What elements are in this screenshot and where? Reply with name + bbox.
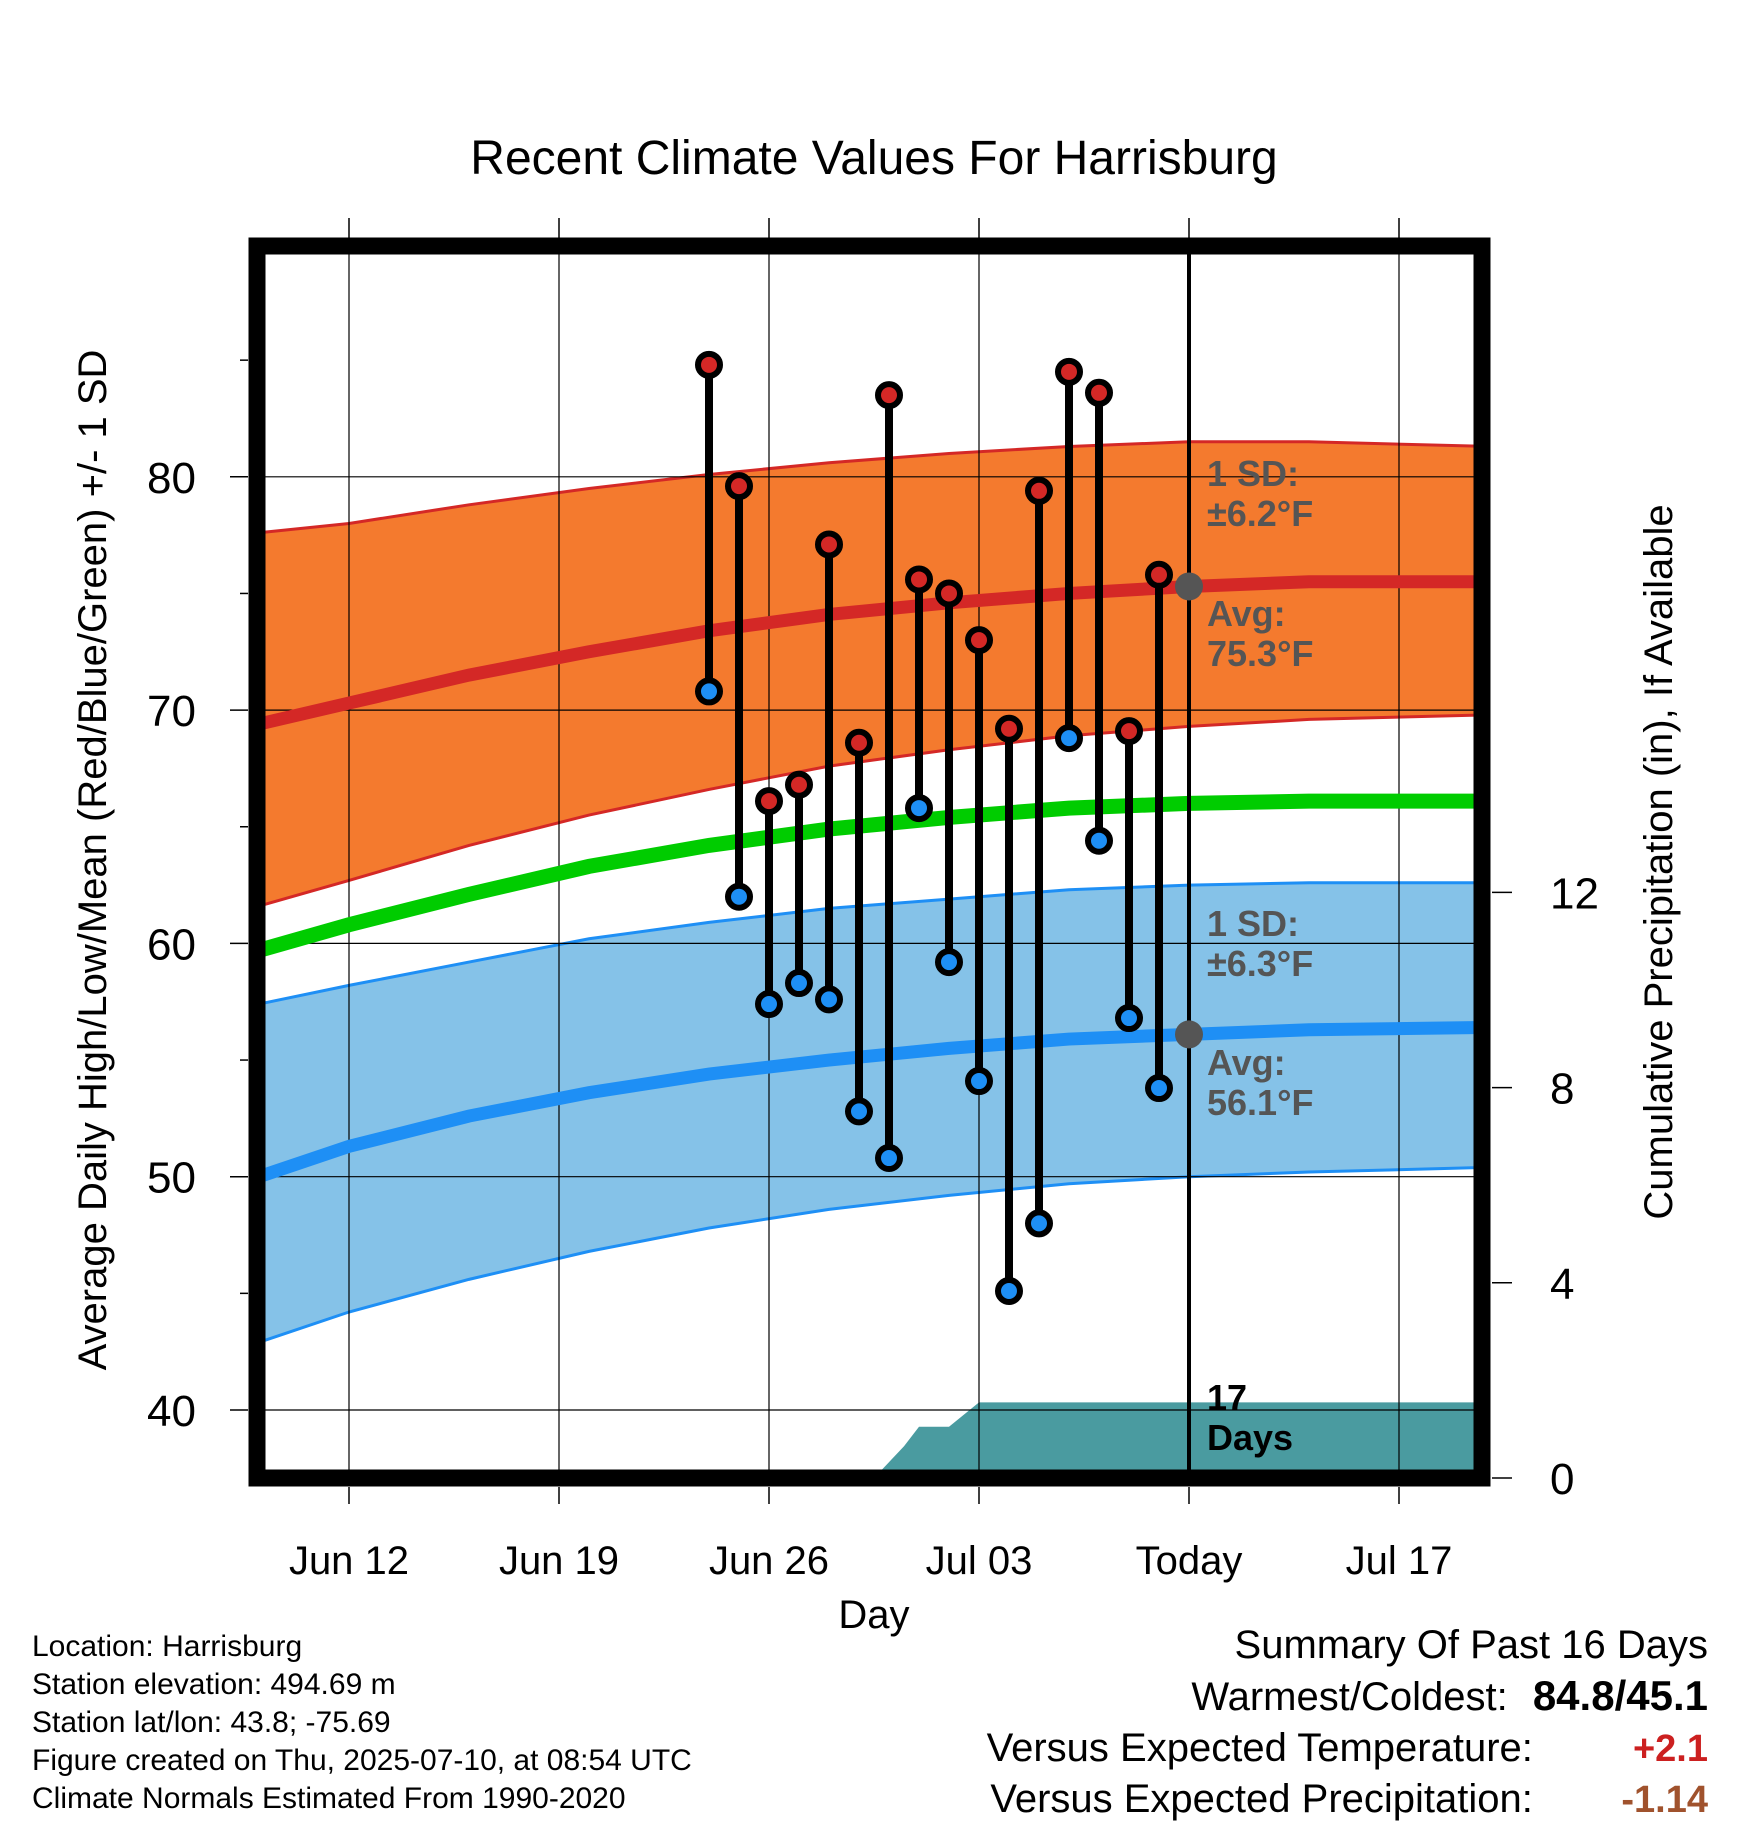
station-info: Location: Harrisburg Station elevation: …: [32, 1628, 692, 1818]
obs-low-point: [905, 794, 933, 823]
y2-tick-label: 12: [1550, 869, 1599, 918]
low-avg-label: 56.1°F: [1207, 1082, 1313, 1123]
obs-low-point: [1055, 724, 1083, 753]
high-sd-label: 1 SD:: [1207, 453, 1299, 494]
y-tick-label: 80: [147, 454, 196, 503]
obs-low-point: [1085, 826, 1113, 855]
created-text: Figure created on Thu, 2025-07-10, at 08…: [32, 1744, 692, 1777]
obs-low-point: [875, 1144, 903, 1173]
obs-high-point: [1025, 476, 1053, 505]
obs-low-point: [965, 1067, 993, 1096]
elevation-text: Station elevation: 494.69 m: [32, 1668, 396, 1701]
obs-low-point: [1025, 1209, 1053, 1238]
x-tick-label: Jun 12: [289, 1539, 409, 1583]
obs-high-point: [1145, 560, 1173, 589]
location-text: Location: Harrisburg: [32, 1630, 303, 1663]
precip-area: [874, 1402, 1482, 1478]
high-avg-label: Avg:: [1207, 593, 1286, 634]
x-tick-label: Jun 26: [709, 1539, 829, 1583]
observations: [695, 350, 1173, 1306]
obs-low-point: [1115, 1004, 1143, 1033]
x-axis-label: Day: [838, 1593, 909, 1637]
x-tick-label: Jul 17: [1346, 1539, 1453, 1583]
y-axis-label: Average Daily High/Low/Mean (Red/Blue/Gr…: [71, 350, 115, 1371]
obs-high-point: [815, 530, 843, 559]
y2-tick-label: 0: [1550, 1455, 1574, 1504]
high-sd-band-upper-edge: [258, 440, 1482, 535]
obs-low-point: [995, 1277, 1023, 1306]
low-sd-label: 1 SD:: [1207, 903, 1299, 944]
x-tick-label: Today: [1136, 1539, 1243, 1583]
obs-low-point: [755, 990, 783, 1019]
plot-frame: [248, 237, 1491, 1487]
obs-high-point: [965, 626, 993, 655]
low-avg-label: Avg:: [1207, 1042, 1286, 1083]
obs-low-point: [695, 677, 723, 706]
obs-high-point: [935, 579, 963, 608]
normal-lines: [257, 246, 1482, 1478]
obs-low-point: [1145, 1074, 1173, 1103]
plot-border: [248, 237, 1491, 1487]
obs-low-point: [815, 985, 843, 1014]
axes: Jun 12 Jun 19 Jun 26 Jul 03 Today Jul 1740506…: [147, 218, 1599, 1583]
today-high-dot: [1175, 572, 1203, 601]
temp-label: Versus Expected Temperature:: [986, 1726, 1533, 1770]
y-tick-label: 50: [147, 1154, 196, 1203]
obs-high-point: [785, 770, 813, 799]
precip-fill: [874, 1402, 1482, 1478]
grid-lines: [257, 246, 1482, 1478]
normals-text: Climate Normals Estimated From 1990-2020: [32, 1782, 626, 1815]
high-sd-band: [259, 441, 1482, 907]
warm-cold-row: Warmest/Coldest: 84.8/45.1: [987, 1670, 1708, 1723]
precip-row: Versus Expected Precipitation: -1.14: [987, 1774, 1708, 1825]
y-tick-label: 60: [147, 920, 196, 969]
obs-high-point: [995, 714, 1023, 743]
obs-high-point: [755, 787, 783, 816]
temp-value: +2.1: [1632, 1728, 1708, 1770]
obs-high-point: [695, 350, 723, 379]
days-label: Days: [1207, 1417, 1293, 1458]
y2-axis-label: Cumulative Precipitation (in), If Availa…: [1637, 504, 1681, 1219]
avg-low-line: [257, 1020, 1482, 1183]
x-tick-label: Jun 19: [499, 1539, 619, 1583]
y2-tick-label: 4: [1550, 1260, 1574, 1309]
y-tick-label: 40: [147, 1387, 196, 1436]
low-sd-band-lower-edge: [258, 1166, 1482, 1344]
obs-low-point: [845, 1097, 873, 1126]
precip-label: Versus Expected Precipitation:: [990, 1777, 1533, 1821]
summary-title: Summary Of Past 16 Days: [1234, 1623, 1708, 1667]
latlon-text: Station lat/lon: 43.8; -75.69: [32, 1706, 391, 1739]
obs-high-point: [1055, 357, 1083, 386]
obs-low-point: [785, 969, 813, 998]
high-sd-label: ±6.2°F: [1207, 493, 1313, 534]
obs-low-point: [935, 948, 963, 977]
summary-panel: Summary Of Past 16 Days Warmest/Coldest:…: [987, 1620, 1708, 1825]
x-tick-label: Jul 03: [926, 1539, 1033, 1583]
chart-title: Recent Climate Values For Harrisburg: [470, 132, 1277, 185]
warm-cold-value: 84.8/45.1: [1532, 1672, 1708, 1719]
today-low-dot: [1175, 1020, 1203, 1049]
obs-high-point: [1115, 717, 1143, 746]
obs-high-point: [725, 472, 753, 501]
high-avg-label: 75.3°F: [1207, 633, 1313, 674]
obs-low-point: [725, 882, 753, 911]
temp-row: Versus Expected Temperature: +2.1: [987, 1723, 1708, 1774]
obs-high-point: [845, 728, 873, 757]
warm-cold-label: Warmest/Coldest:: [1191, 1675, 1508, 1719]
obs-high-point: [875, 381, 903, 410]
obs-high-point: [905, 565, 933, 594]
precip-value: -1.14: [1621, 1779, 1708, 1821]
low-sd-label: ±6.3°F: [1207, 943, 1313, 984]
days-label: 17: [1207, 1377, 1247, 1418]
y2-tick-label: 8: [1550, 1065, 1574, 1114]
y-tick-label: 70: [147, 687, 196, 736]
obs-high-point: [1085, 378, 1113, 407]
